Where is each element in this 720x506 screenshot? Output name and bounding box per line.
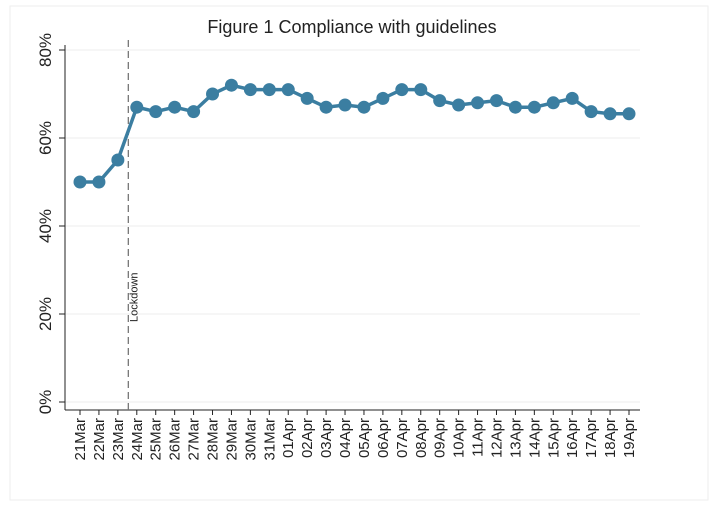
y-tick-label: 20% [36, 297, 55, 331]
x-tick-label: 15Apr [545, 418, 562, 458]
x-tick-label: 28Mar [205, 418, 222, 461]
y-tick-label: 60% [36, 121, 55, 155]
x-tick-label: 25Mar [148, 418, 165, 461]
point [243, 83, 257, 97]
x-tick-label: 11Apr [470, 418, 487, 457]
x-tick-label: 07Apr [394, 418, 411, 458]
x-tick-label: 23Mar [110, 418, 127, 461]
point [187, 105, 201, 119]
point [433, 94, 447, 108]
point [206, 87, 220, 101]
point [168, 100, 182, 114]
point [130, 100, 144, 114]
x-tick-label: 24Mar [129, 418, 146, 461]
point [527, 100, 541, 114]
x-tick-label: 17Apr [583, 418, 600, 458]
x-tick-label: 13Apr [507, 418, 524, 458]
point [92, 175, 106, 189]
x-tick-label: 22Mar [91, 418, 108, 461]
point [603, 107, 617, 121]
point [395, 83, 409, 97]
x-tick-label: 10Apr [451, 418, 468, 458]
x-tick-label: 27Mar [186, 418, 203, 461]
chart-title: Figure 1 Compliance with guidelines [207, 17, 496, 37]
x-tick-label: 30Mar [242, 418, 259, 461]
point [622, 107, 636, 121]
x-tick-label: 05Apr [356, 418, 373, 458]
x-tick-label: 06Apr [375, 418, 392, 458]
x-tick-label: 19Apr [621, 418, 638, 458]
chart-frame [9, 5, 709, 501]
point [281, 83, 295, 97]
point [508, 100, 522, 114]
point [357, 100, 371, 114]
point [149, 105, 163, 119]
x-tick-label: 01Apr [280, 418, 297, 458]
point [300, 91, 314, 105]
point [376, 91, 390, 105]
x-tick-label: 02Apr [299, 418, 316, 458]
point [565, 91, 579, 105]
point [111, 153, 125, 167]
x-tick-label: 31Mar [261, 418, 278, 461]
y-tick-label: 80% [36, 33, 55, 67]
x-tick-label: 03Apr [318, 418, 335, 458]
point [262, 83, 276, 97]
point [319, 100, 333, 114]
x-tick-label: 26Mar [167, 418, 184, 461]
x-tick-label: 16Apr [564, 418, 581, 458]
x-tick-label: 12Apr [488, 418, 505, 458]
lockdown-label: Lockdown [128, 272, 140, 322]
x-tick-label: 29Mar [223, 418, 240, 461]
x-tick-label: 18Apr [602, 418, 619, 458]
point [338, 98, 352, 112]
point [489, 94, 503, 108]
y-tick-label: 0% [36, 390, 55, 415]
x-tick-label: 14Apr [526, 418, 543, 458]
point [224, 78, 238, 92]
x-tick-label: 09Apr [432, 418, 449, 458]
y-tick-label: 40% [36, 209, 55, 243]
point [546, 96, 560, 110]
x-tick-label: 08Apr [413, 418, 430, 458]
x-tick-label: 21Mar [72, 418, 89, 461]
point [452, 98, 466, 112]
point [414, 83, 428, 97]
point [73, 175, 87, 189]
point [471, 96, 485, 110]
x-tick-label: 04Apr [337, 418, 354, 458]
point [584, 105, 598, 119]
